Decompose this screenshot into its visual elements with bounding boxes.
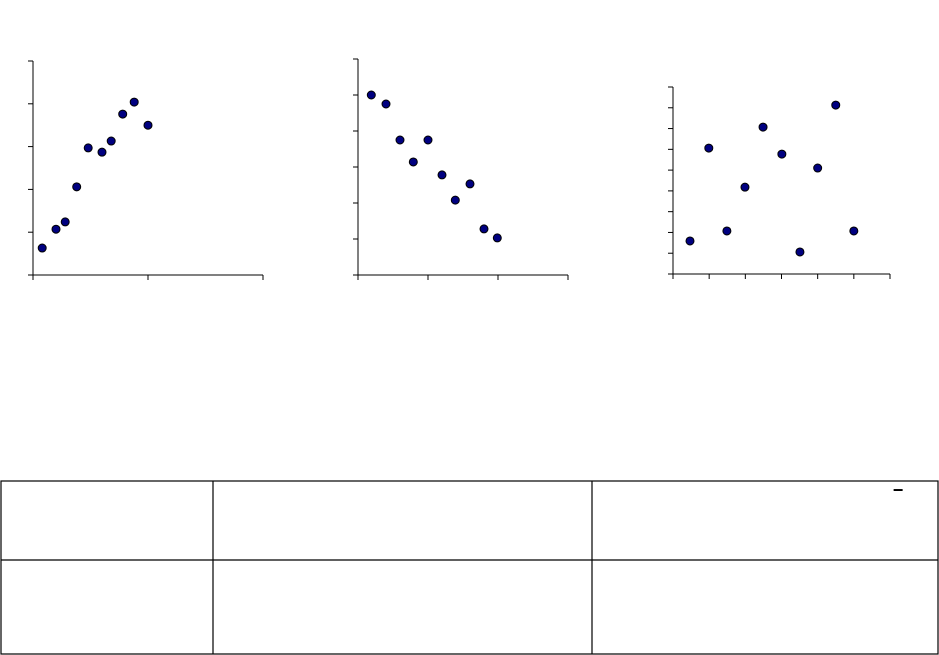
point <box>129 97 139 107</box>
table-note: − <box>893 480 904 500</box>
point <box>722 226 732 236</box>
point <box>450 195 460 205</box>
table-border <box>0 480 939 655</box>
point <box>740 182 750 192</box>
point <box>51 224 61 234</box>
point <box>795 247 805 257</box>
point <box>60 217 70 227</box>
point <box>97 147 107 157</box>
point <box>143 120 153 130</box>
point <box>437 170 447 180</box>
point <box>83 143 93 153</box>
point <box>37 243 47 253</box>
point <box>479 224 489 234</box>
point <box>777 149 787 159</box>
point <box>465 179 475 189</box>
point <box>813 163 823 173</box>
table: − <box>0 480 939 655</box>
point <box>72 182 82 192</box>
point <box>395 135 405 145</box>
point <box>381 99 391 109</box>
point <box>758 122 768 132</box>
point <box>492 233 502 243</box>
point <box>849 226 859 236</box>
point <box>423 135 433 145</box>
point <box>831 100 841 110</box>
point <box>704 143 714 153</box>
point <box>106 136 116 146</box>
point <box>408 157 418 167</box>
point <box>685 236 695 246</box>
point <box>118 109 128 119</box>
point <box>366 90 376 100</box>
